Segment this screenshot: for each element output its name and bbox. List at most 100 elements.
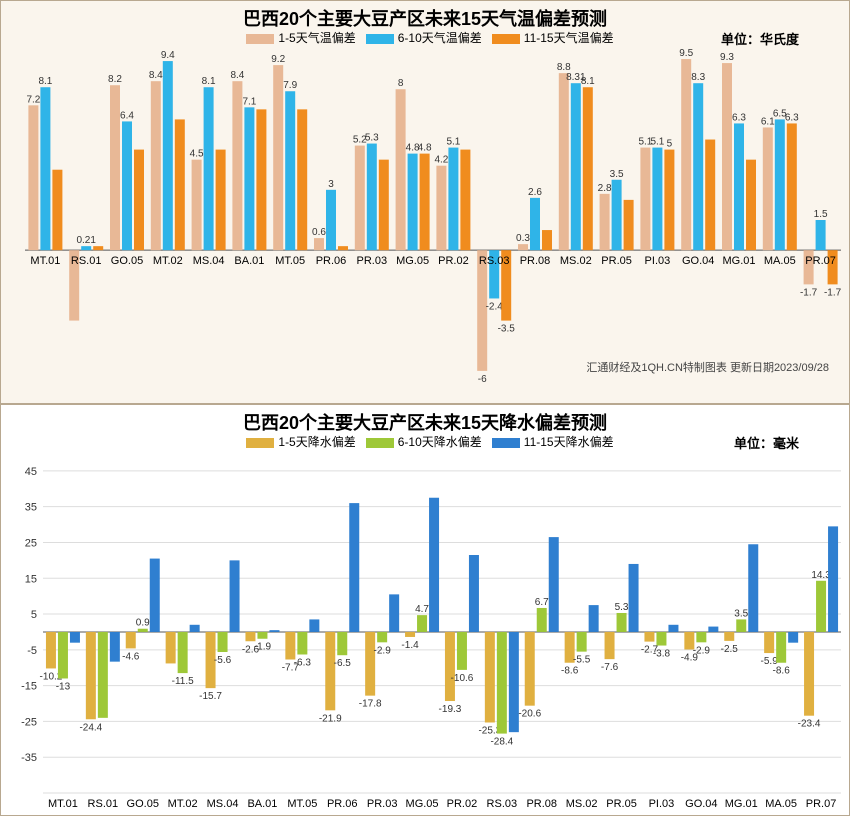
bar	[776, 632, 786, 663]
bar	[804, 632, 814, 716]
bar	[309, 619, 319, 632]
bar	[518, 244, 528, 250]
x-axis-label: PR.06	[316, 255, 347, 267]
bar	[764, 632, 774, 653]
svg-text:-28.4: -28.4	[490, 737, 513, 748]
bar	[624, 200, 634, 250]
legend-swatch	[492, 34, 520, 44]
svg-text:-21.9: -21.9	[319, 713, 342, 724]
svg-text:-5.5: -5.5	[573, 655, 591, 666]
x-axis-label: PI.03	[645, 255, 671, 267]
bar	[325, 632, 335, 710]
legend-label: 6-10天降水偏差	[398, 435, 482, 449]
bar	[405, 632, 415, 637]
svg-text:5.3: 5.3	[615, 602, 629, 613]
bar	[469, 555, 479, 632]
bar	[448, 148, 458, 251]
bar	[396, 89, 406, 250]
bar	[629, 564, 639, 632]
svg-text:9.5: 9.5	[679, 48, 693, 59]
svg-text:0.6: 0.6	[312, 227, 326, 238]
svg-text:-6: -6	[478, 374, 487, 385]
bar	[379, 160, 389, 251]
bar	[367, 144, 377, 251]
bar	[365, 632, 375, 696]
bar	[734, 123, 744, 250]
bar	[190, 625, 200, 632]
bar	[98, 632, 108, 718]
legend-swatch	[246, 438, 274, 448]
x-axis-label: MS.02	[560, 255, 592, 267]
svg-text:7.9: 7.9	[283, 80, 297, 91]
svg-text:-1.4: -1.4	[401, 640, 419, 651]
svg-text:-8.6: -8.6	[561, 666, 579, 677]
svg-text:-25: -25	[21, 716, 37, 728]
x-axis-label: MT.01	[48, 798, 78, 810]
bar	[192, 160, 202, 251]
svg-text:-2.5: -2.5	[721, 644, 739, 655]
svg-text:8.3: 8.3	[691, 72, 705, 83]
svg-text:5: 5	[31, 609, 37, 621]
svg-text:5.3: 5.3	[365, 133, 379, 144]
bar	[644, 632, 654, 642]
bar	[664, 150, 674, 251]
legend-swatch	[366, 438, 394, 448]
svg-text:-15.7: -15.7	[199, 691, 222, 702]
x-axis-label: PR.07	[806, 798, 837, 810]
bar	[788, 632, 798, 643]
legend-label: 1-5天降水偏差	[278, 435, 355, 449]
bar	[273, 65, 283, 250]
bar	[122, 121, 132, 250]
bar	[230, 560, 240, 632]
svg-text:-4.6: -4.6	[122, 651, 140, 662]
x-axis-label: MA.05	[764, 255, 796, 267]
bar	[652, 148, 662, 251]
svg-text:6.7: 6.7	[535, 597, 549, 608]
x-axis-label: GO.05	[127, 798, 159, 810]
bar	[460, 150, 470, 251]
x-axis-label: PR.05	[601, 255, 632, 267]
svg-text:8.1: 8.1	[581, 76, 595, 87]
bar	[326, 190, 336, 250]
x-axis-label: MS.04	[193, 255, 225, 267]
svg-text:4.2: 4.2	[434, 155, 448, 166]
bar	[708, 627, 718, 632]
bar	[693, 83, 703, 250]
x-axis-label: MS.04	[207, 798, 239, 810]
svg-text:9.2: 9.2	[271, 54, 285, 65]
bar	[257, 632, 267, 639]
bar	[46, 632, 56, 669]
svg-text:-2.9: -2.9	[374, 645, 392, 656]
bar	[349, 503, 359, 632]
bar	[110, 85, 120, 250]
svg-text:5.1: 5.1	[650, 137, 664, 148]
x-axis-label: PR.08	[520, 255, 551, 267]
x-axis-label: MG.01	[722, 255, 755, 267]
svg-text:3: 3	[328, 179, 334, 190]
bar	[285, 91, 295, 250]
x-axis-label: PR.08	[526, 798, 557, 810]
bar	[58, 632, 68, 679]
bar	[656, 632, 666, 646]
svg-text:2.6: 2.6	[528, 187, 542, 198]
svg-text:8.4: 8.4	[230, 70, 244, 81]
svg-text:-23.4: -23.4	[798, 719, 821, 730]
svg-text:-11.5: -11.5	[172, 676, 194, 687]
svg-text:6.4: 6.4	[120, 110, 134, 121]
svg-text:5: 5	[667, 139, 673, 150]
bar	[696, 632, 706, 642]
legend-label: 11-15天气温偏差	[524, 31, 614, 45]
bar	[668, 625, 678, 632]
svg-text:8.1: 8.1	[202, 76, 216, 87]
svg-text:-24.4: -24.4	[79, 722, 102, 733]
x-axis-label: MS.02	[566, 798, 598, 810]
bar	[297, 632, 307, 655]
x-axis-label: RS.03	[487, 798, 518, 810]
svg-text:-5.6: -5.6	[214, 655, 232, 666]
svg-text:-3.5: -3.5	[498, 324, 516, 335]
x-axis-label: PR.03	[367, 798, 398, 810]
unit-label: 单位：华氏度	[721, 29, 799, 48]
bar	[28, 105, 38, 250]
svg-text:45: 45	[25, 466, 37, 478]
svg-text:4.8: 4.8	[418, 143, 432, 154]
